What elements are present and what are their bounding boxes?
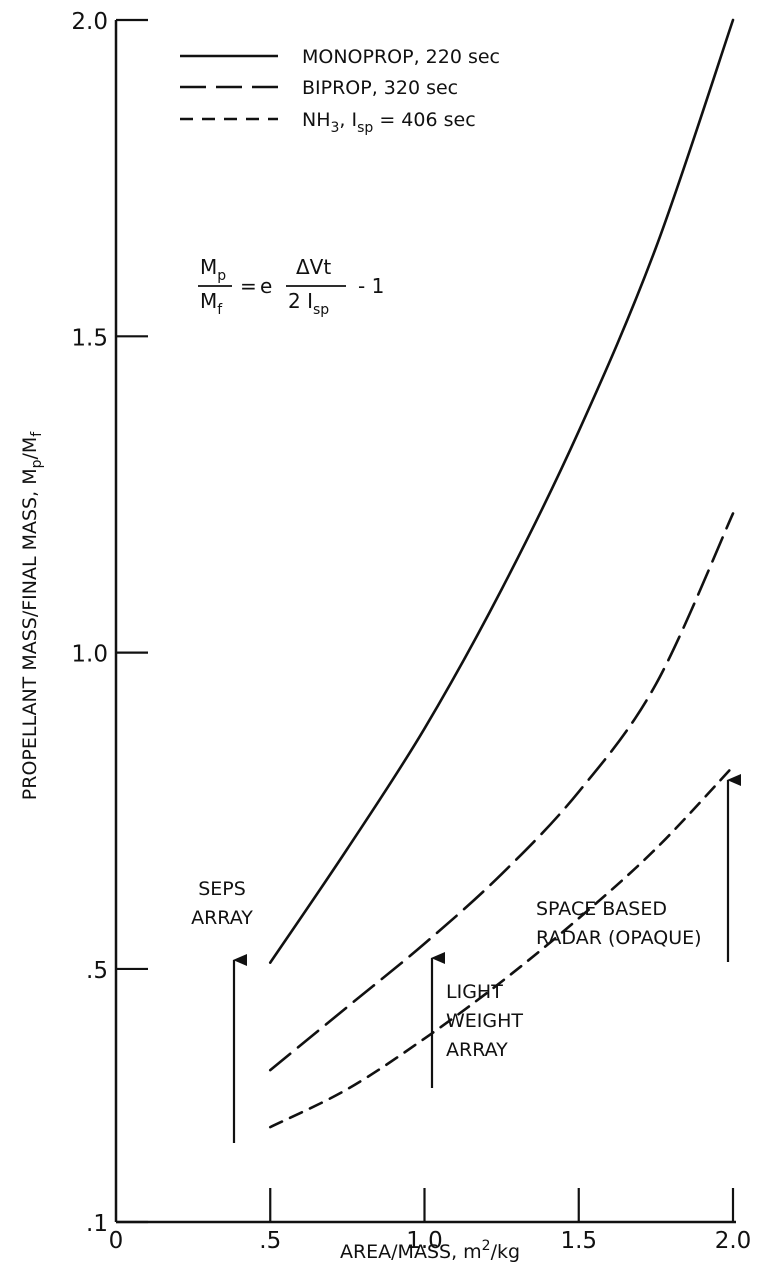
x-axis-title: AREA/MASS, m2/kg — [340, 1238, 520, 1263]
eq-equals: = — [240, 274, 257, 298]
legend-label-monoprop: MONOPROP, 220 sec — [302, 46, 500, 68]
series-line-biprop — [268, 512, 735, 1072]
annotation-space-line1: SPACE BASED — [536, 898, 667, 920]
annotation-light-line2: WEIGHT — [446, 1010, 523, 1032]
annotation-light-line3: ARRAY — [446, 1039, 508, 1061]
eq-exp-denominator: 2 Isp — [288, 289, 329, 318]
x-tick-label: 2.0 — [715, 1228, 752, 1254]
y-tick-label: .5 — [86, 958, 108, 984]
series-line-monoprop — [268, 18, 735, 964]
annotation-seps-line1: SEPS — [198, 878, 246, 900]
series-line-nh3 — [268, 765, 735, 1129]
y-tick-label: 1.5 — [71, 325, 108, 351]
annotation-seps-line2: ARRAY — [191, 907, 253, 929]
eq-base: e — [260, 274, 272, 298]
x-tick-label: 1.5 — [560, 1228, 597, 1254]
eq-lhs-denominator: Mf — [200, 289, 223, 318]
y-tick-label: .1 — [86, 1211, 108, 1237]
annotation-seps-array: SEPS ARRAY — [191, 878, 253, 1143]
eq-lhs-numerator: Mp — [200, 255, 226, 284]
annotation-light-weight-array: LIGHT WEIGHT ARRAY — [430, 952, 523, 1088]
x-ticks: 0 .5 1.0 1.5 2.0 — [109, 1188, 752, 1254]
annotation-light-line1: LIGHT — [446, 981, 503, 1003]
legend-label-nh3: NH3, Isp = 406 sec — [302, 109, 476, 136]
legend-label-biprop: BIPROP, 320 sec — [302, 77, 458, 99]
y-tick-label: 1.0 — [71, 642, 108, 668]
annotation-space-based-radar: SPACE BASED RADAR (OPAQUE) — [536, 774, 741, 962]
series-layer — [268, 18, 735, 1129]
x-tick-label: 1.0 — [406, 1228, 443, 1254]
y-ticks: .1 .5 1.0 1.5 2.0 — [71, 9, 148, 1237]
x-tick-label: 0 — [109, 1228, 124, 1254]
eq-tail: - 1 — [358, 274, 384, 298]
x-tick-label: .5 — [259, 1228, 281, 1254]
annotation-space-line2: RADAR (OPAQUE) — [536, 927, 702, 949]
eq-exp-numerator: ΔVt — [296, 255, 331, 279]
y-tick-label: 2.0 — [71, 9, 108, 35]
legend: MONOPROP, 220 sec BIPROP, 320 sec NH3, I… — [180, 46, 500, 136]
y-axis-title: PROPELLANT MASS/FINAL MASS, Mp/Mf — [19, 431, 45, 801]
equation: Mp Mf = e ΔVt 2 Isp - 1 — [198, 255, 384, 318]
